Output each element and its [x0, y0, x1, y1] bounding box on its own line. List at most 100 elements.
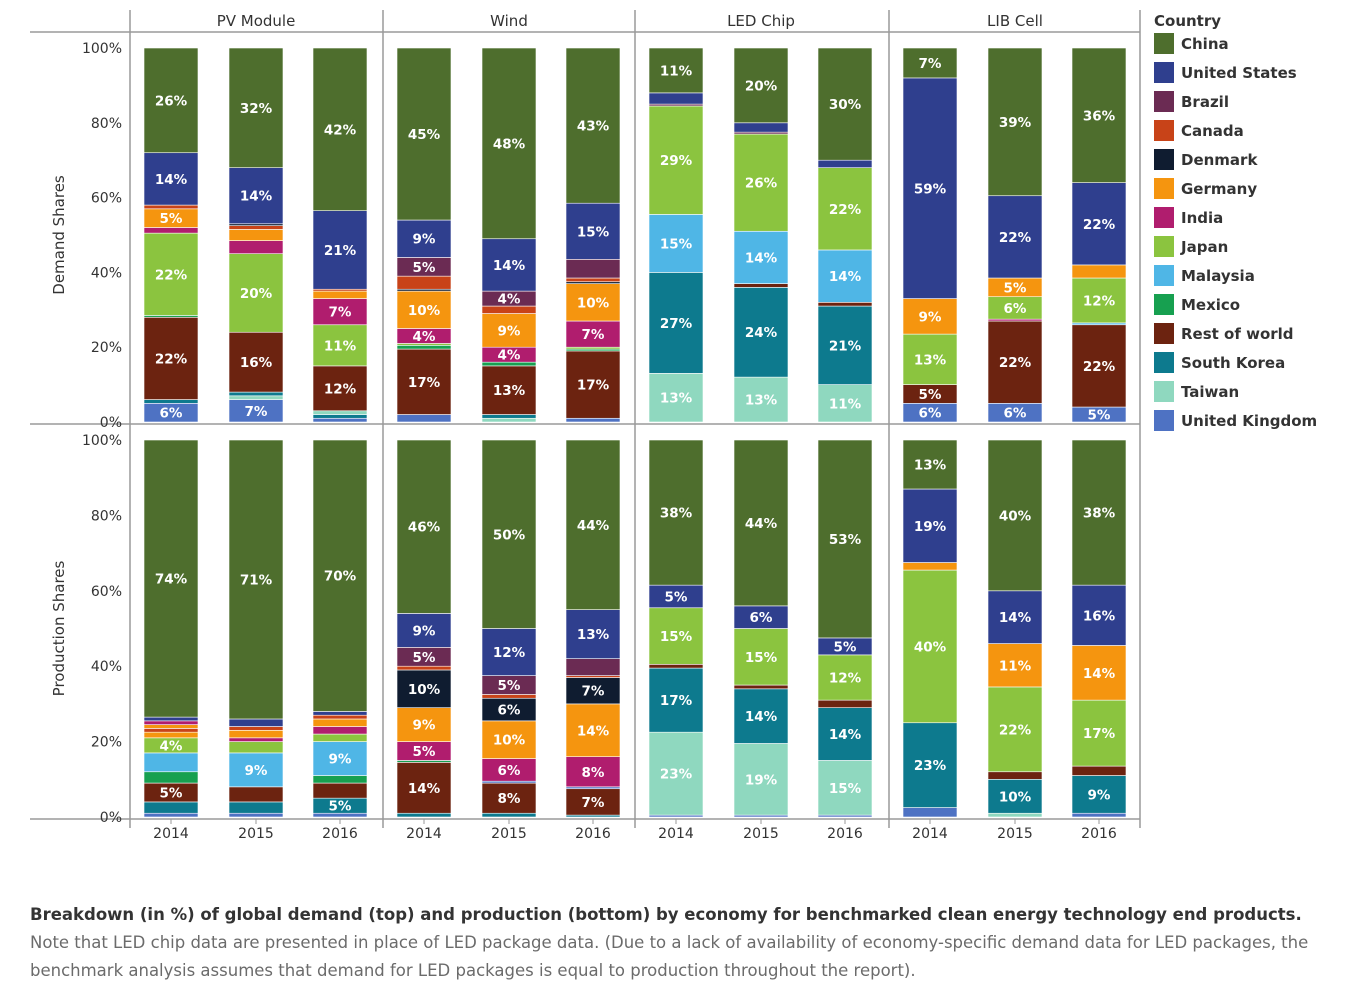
- bar-segment: [228, 391, 284, 397]
- bar-segment: [1071, 775, 1127, 814]
- y-tick-label: 100%: [82, 433, 122, 449]
- data-label: 74%: [155, 572, 188, 588]
- data-label: 12%: [1083, 293, 1116, 309]
- bar-segment: [481, 417, 537, 423]
- data-label: 15%: [660, 236, 693, 252]
- data-label: 26%: [745, 176, 778, 192]
- bar-segment: [312, 298, 368, 326]
- bar-segment: [565, 259, 621, 279]
- bar-segment: [817, 654, 873, 701]
- y-tick-label: 40%: [91, 265, 122, 281]
- bar-segment: [312, 47, 368, 211]
- bar-segment: [481, 720, 537, 759]
- data-label: 16%: [1083, 608, 1116, 624]
- bar-segment: [902, 77, 958, 299]
- bar-segment: [565, 703, 621, 757]
- y-tick-label: 0%: [100, 810, 122, 826]
- bar-segment: [565, 609, 621, 659]
- bar-segment: [648, 373, 704, 423]
- bar-segment: [987, 643, 1043, 688]
- bar-segment: [817, 699, 873, 708]
- legend-label: Canada: [1181, 122, 1244, 140]
- bar-segment: [733, 133, 789, 232]
- bar-segment: [648, 667, 704, 733]
- bar-segment: [817, 439, 873, 639]
- data-label: 13%: [745, 393, 778, 409]
- data-label: 22%: [829, 202, 862, 218]
- x-tick-label: 2014: [153, 826, 189, 842]
- bar-segment: [648, 105, 704, 215]
- data-label: 21%: [829, 338, 862, 354]
- data-label: 9%: [498, 323, 521, 339]
- data-label: 10%: [408, 303, 441, 319]
- x-tick-label: 2016: [322, 826, 358, 842]
- bar-segment: [902, 333, 958, 385]
- bar-segment: [1071, 699, 1127, 767]
- bar-segment: [987, 778, 1043, 814]
- bar-segment: [1071, 277, 1127, 324]
- legend-label: China: [1181, 35, 1229, 53]
- bar-segment: [312, 439, 368, 712]
- bar-segment: [565, 277, 621, 283]
- data-label: 39%: [999, 115, 1032, 131]
- bar-segment: [902, 439, 958, 490]
- data-label: 5%: [413, 260, 436, 276]
- data-label: 4%: [160, 738, 183, 754]
- bar-segment: [481, 628, 537, 676]
- data-label: 11%: [999, 658, 1032, 674]
- data-label: 12%: [324, 381, 357, 397]
- data-label: 6%: [498, 763, 521, 779]
- data-label: 13%: [914, 352, 947, 368]
- data-label: 48%: [493, 136, 526, 152]
- data-label: 11%: [660, 63, 693, 79]
- legend-label: Taiwan: [1181, 383, 1239, 401]
- panel-title: PV Module: [217, 12, 296, 30]
- data-label: 9%: [329, 752, 352, 768]
- data-label: 14%: [240, 189, 273, 205]
- data-label: 9%: [413, 718, 436, 734]
- data-label: 6%: [919, 406, 942, 422]
- y-tick-label: 0%: [100, 415, 122, 431]
- bar-segment: [143, 812, 199, 818]
- bar-segment: [733, 230, 789, 284]
- bar-segment: [312, 290, 368, 299]
- bar-segment: [1071, 439, 1127, 586]
- data-label: 14%: [999, 610, 1032, 626]
- data-label: 5%: [834, 639, 857, 655]
- caption-text: Note that LED chip data are presented in…: [30, 932, 1309, 980]
- bar-segment: [143, 724, 199, 729]
- x-tick-label: 2015: [491, 826, 527, 842]
- bar-segment: [987, 686, 1043, 773]
- bar-segment: [228, 395, 284, 400]
- data-label: 17%: [408, 375, 441, 391]
- bar-segment: [565, 47, 621, 204]
- bar-segment: [143, 227, 199, 234]
- bar-segment: [143, 439, 199, 718]
- bar-segment: [733, 688, 789, 744]
- legend-swatch: [1154, 352, 1174, 373]
- data-label: 46%: [408, 520, 441, 536]
- legend-swatch: [1154, 410, 1174, 431]
- data-label: 9%: [1088, 787, 1111, 803]
- bar-segment: [396, 414, 452, 423]
- legend-label: Japan: [1180, 238, 1228, 256]
- data-label: 5%: [919, 387, 942, 403]
- bar-segment: [228, 225, 284, 230]
- bar-segment: [143, 399, 199, 404]
- data-label: 7%: [245, 404, 268, 420]
- bar-segment: [143, 204, 199, 210]
- data-label: 9%: [413, 232, 436, 248]
- legend-swatch: [1154, 33, 1174, 54]
- bar-segment: [396, 348, 452, 415]
- data-label: 16%: [240, 355, 273, 371]
- bar-segment: [902, 488, 958, 563]
- data-label: 7%: [582, 327, 605, 343]
- data-label: 13%: [914, 458, 947, 474]
- data-label: 19%: [745, 772, 778, 788]
- data-label: 22%: [999, 355, 1032, 371]
- data-label: 14%: [745, 709, 778, 725]
- bar-segment: [733, 122, 789, 133]
- bar-segment: [143, 752, 199, 773]
- bar-segment: [565, 283, 621, 322]
- bar-segment: [987, 812, 1043, 818]
